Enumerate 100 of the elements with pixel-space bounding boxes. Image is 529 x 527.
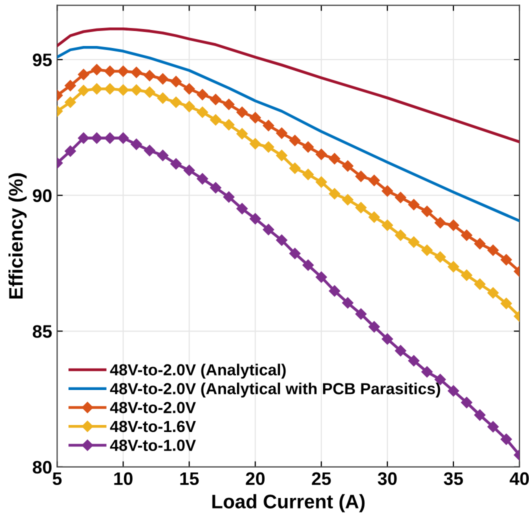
x-tick-label: 25	[312, 472, 331, 486]
point	[368, 321, 380, 332]
point	[474, 238, 486, 250]
point	[210, 114, 222, 126]
point	[474, 409, 486, 421]
point	[104, 66, 116, 77]
point	[421, 206, 433, 217]
point	[302, 168, 314, 180]
point	[236, 128, 248, 140]
point	[144, 70, 156, 82]
point	[382, 220, 393, 231]
point	[144, 144, 156, 156]
y-tick-label: 90	[32, 189, 52, 202]
point	[342, 160, 354, 172]
point	[104, 132, 116, 144]
y-tick-label: 80	[32, 460, 52, 474]
point	[474, 278, 486, 290]
point	[461, 396, 472, 408]
point	[276, 234, 288, 246]
point	[276, 128, 288, 139]
point	[487, 421, 499, 432]
point	[368, 174, 380, 186]
point	[210, 94, 222, 106]
point	[118, 66, 129, 77]
point	[448, 385, 460, 396]
point	[236, 203, 248, 214]
point	[289, 248, 301, 260]
point	[448, 220, 460, 231]
point	[394, 345, 406, 356]
x-tick-label: 10	[114, 472, 132, 486]
x-axis-title: Load Current (A)	[212, 494, 365, 512]
point	[342, 194, 354, 206]
point	[421, 366, 433, 378]
point	[487, 287, 499, 298]
point	[184, 100, 195, 112]
point	[368, 211, 380, 223]
point	[130, 66, 142, 78]
point	[210, 182, 222, 194]
point	[302, 260, 314, 271]
point	[250, 112, 261, 124]
point	[316, 148, 327, 160]
point	[78, 68, 90, 80]
point	[91, 132, 102, 144]
point	[355, 308, 367, 320]
point	[487, 244, 499, 256]
point	[170, 158, 182, 170]
y-tick-label: 95	[32, 54, 52, 66]
point	[408, 236, 420, 248]
point	[461, 270, 472, 281]
point	[382, 333, 393, 345]
point	[262, 120, 274, 132]
point	[448, 261, 460, 272]
point	[421, 244, 433, 256]
x-tick-label: 30	[378, 472, 397, 486]
point	[316, 176, 327, 188]
point	[118, 132, 129, 144]
point	[157, 73, 168, 84]
point	[64, 145, 76, 157]
point	[394, 192, 406, 204]
point	[262, 141, 274, 153]
y-tick-label: 85	[32, 325, 52, 338]
point	[157, 150, 168, 162]
point	[316, 271, 327, 283]
point	[91, 64, 102, 76]
point	[170, 76, 182, 88]
point	[170, 96, 182, 108]
x-tick-label: 20	[246, 472, 265, 486]
point	[118, 84, 129, 96]
legend-label: 48V-to-2.0V (Analytical with PCB Parasitics)	[110, 382, 440, 398]
point	[184, 83, 195, 95]
point	[130, 84, 142, 96]
point	[382, 185, 393, 197]
x-tick-label: 5	[52, 472, 62, 486]
point	[302, 141, 314, 153]
point	[328, 188, 340, 200]
x-tick-label: 15	[180, 472, 199, 486]
point	[196, 89, 208, 100]
point	[104, 83, 116, 95]
point	[144, 86, 156, 98]
point	[355, 170, 367, 182]
point	[64, 96, 76, 108]
legend-label: 48V-to-1.6V	[110, 420, 196, 432]
point	[355, 202, 367, 214]
x-tick-label: 35	[444, 472, 463, 486]
point	[289, 162, 301, 174]
point	[342, 297, 354, 309]
y-axis-title: Efficiency (%)	[8, 173, 27, 299]
point	[434, 251, 446, 263]
point	[500, 254, 512, 266]
point	[250, 213, 261, 224]
point	[394, 230, 406, 241]
line-series	[57, 46, 520, 222]
point	[157, 92, 168, 104]
legend-label: 48V-to-2.0V	[110, 402, 196, 414]
point	[64, 80, 76, 92]
point	[236, 106, 248, 118]
point	[328, 153, 340, 164]
point	[408, 355, 420, 366]
point	[130, 138, 142, 150]
point	[250, 138, 261, 150]
